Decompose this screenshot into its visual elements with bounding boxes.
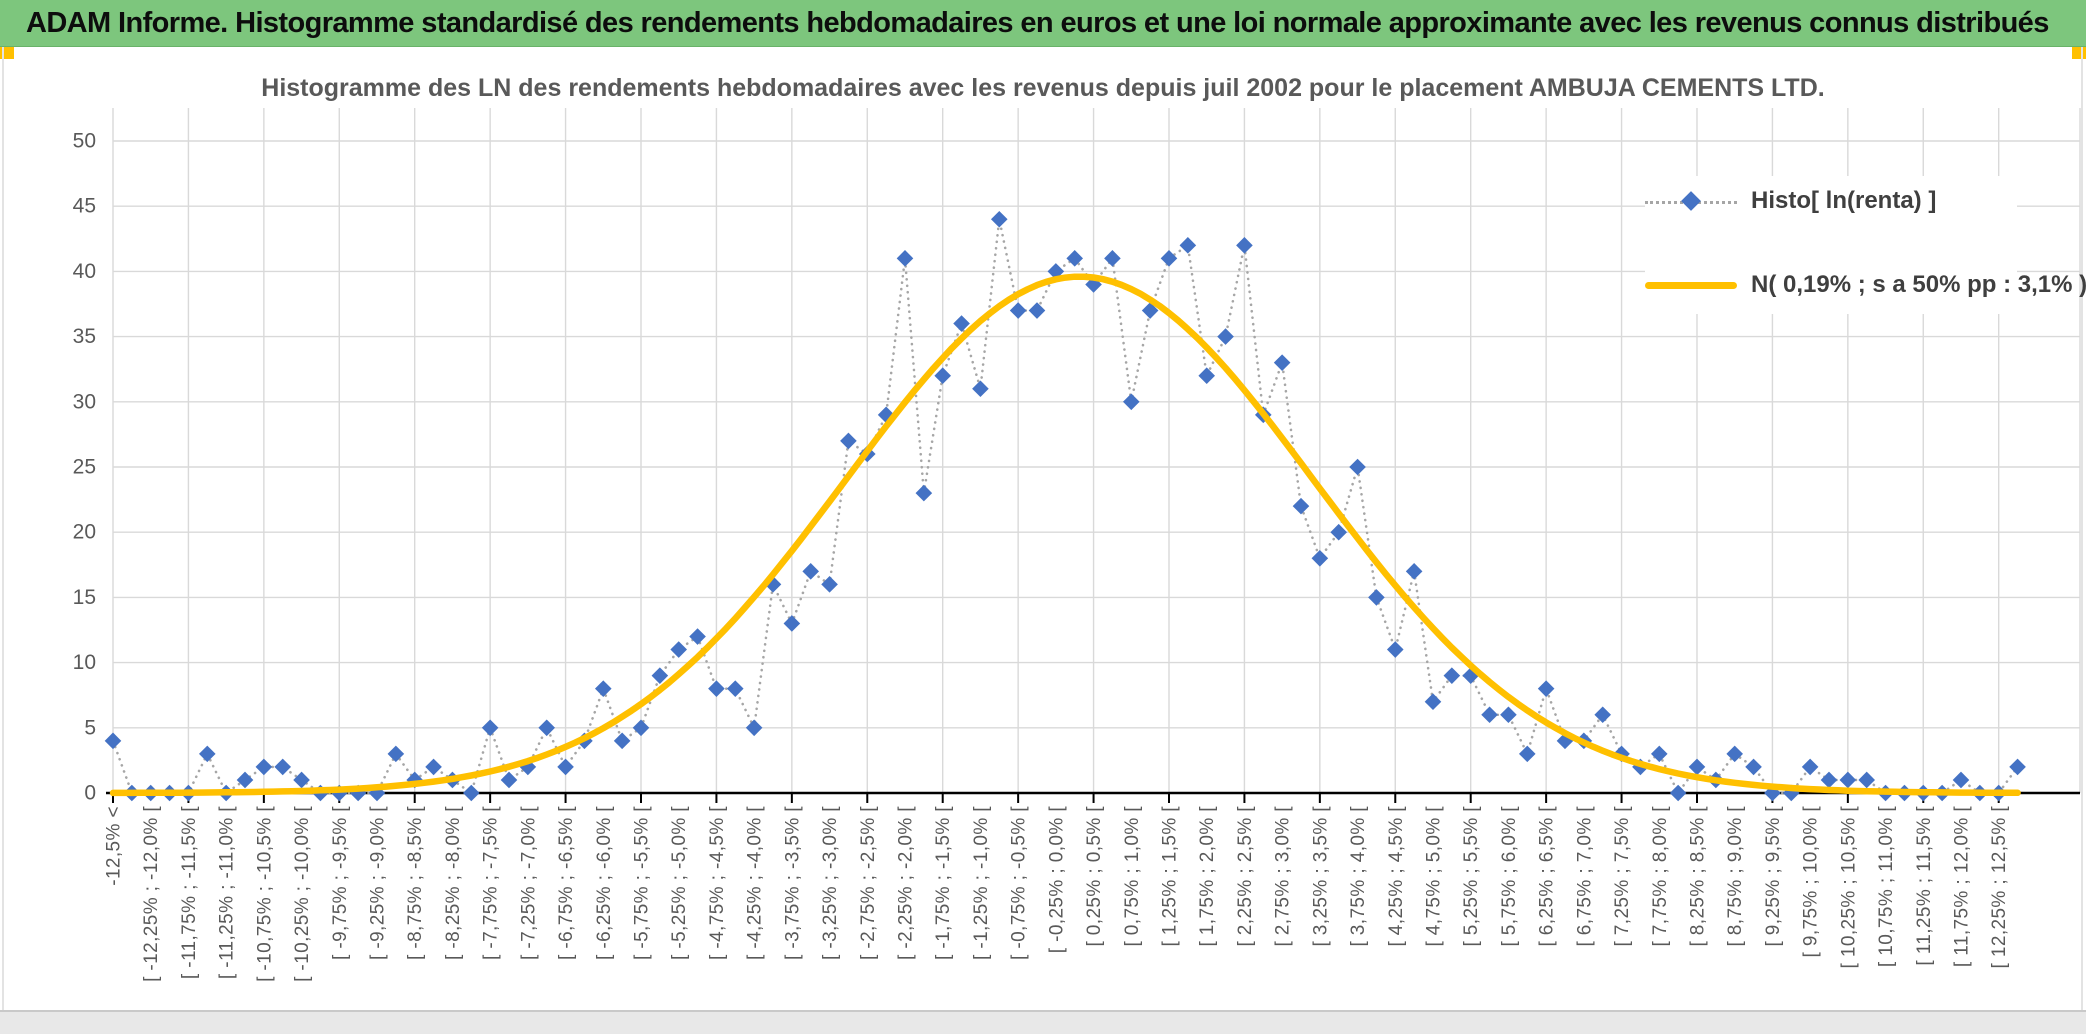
svg-text:-12,5% <: -12,5% <: [104, 806, 125, 886]
svg-text:[ 1,25% ; 1,5% [: [ 1,25% ; 1,5% [: [1159, 806, 1180, 947]
svg-text:[ 11,75% ; 12,0% [: [ 11,75% ; 12,0% [: [1951, 806, 1972, 967]
svg-text:[ -12,25% ; -12,0% [: [ -12,25% ; -12,0% [: [141, 806, 162, 982]
svg-text:[ 0,75% ; 1,0% [: [ 0,75% ; 1,0% [: [1122, 806, 1143, 947]
svg-text:[ -3,75% ; -3,5% [: [ -3,75% ; -3,5% [: [782, 806, 803, 960]
svg-text:[ -11,75% ; -11,5% [: [ -11,75% ; -11,5% [: [179, 806, 200, 979]
svg-text:[ 7,75% ; 8,0% [: [ 7,75% ; 8,0% [: [1650, 806, 1671, 947]
chart-border-right: [2081, 47, 2083, 1010]
svg-text:[ 3,75% ; 4,0% [: [ 3,75% ; 4,0% [: [1348, 806, 1369, 947]
plot-gridlines: [112, 108, 2081, 793]
svg-text:[ -0,75% ; -0,5% [: [ -0,75% ; -0,5% [: [1009, 806, 1030, 960]
svg-text:45: 45: [73, 195, 96, 218]
svg-text:[ -2,75% ; -2,5% [: [ -2,75% ; -2,5% [: [858, 806, 879, 960]
sheet-bottom-strip: [0, 1010, 2086, 1034]
svg-text:[ -5,75% ; -5,5% [: [ -5,75% ; -5,5% [: [631, 806, 652, 960]
legend-label-normal: N( 0,19% ; s a 50% pp : 3,1% ): [1751, 271, 2086, 298]
normal-curve-marker-icon: [1645, 281, 1737, 289]
svg-text:[ 4,75% ; 5,0% [: [ 4,75% ; 5,0% [: [1423, 806, 1444, 947]
svg-text:[ 1,75% ; 2,0% [: [ 1,75% ; 2,0% [: [1197, 806, 1218, 947]
x-axis-labels: -12,5% < [ -12,25% ; -12,0% [ [ -11,75% ; …: [104, 806, 2011, 982]
svg-text:[ -4,75% ; -4,5% [: [ -4,75% ; -4,5% [: [707, 806, 728, 960]
svg-text:[ -6,25% ; -6,0% [: [ -6,25% ; -6,0% [: [594, 806, 615, 960]
report-header-bar: ADAM Informe. Histogramme standardisé de…: [0, 0, 2086, 47]
svg-text:[ 3,25% ; 3,5% [: [ 3,25% ; 3,5% [: [1310, 806, 1331, 947]
svg-text:[ 8,75% ; 9,0% [: [ 8,75% ; 9,0% [: [1725, 806, 1746, 947]
svg-text:0: 0: [84, 782, 96, 805]
svg-text:[ 4,25% ; 4,5% [: [ 4,25% ; 4,5% [: [1386, 806, 1407, 947]
svg-text:[ -9,75% ; -9,5% [: [ -9,75% ; -9,5% [: [330, 806, 351, 960]
legend-item-normal: N( 0,19% ; s a 50% pp : 3,1% ): [1645, 262, 2086, 308]
svg-text:[ -3,25% ; -3,0% [: [ -3,25% ; -3,0% [: [820, 806, 841, 960]
svg-text:[ 10,75% ; 11,0% [: [ 10,75% ; 11,0% [: [1876, 806, 1897, 967]
svg-text:[ 5,25% ; 5,5% [: [ 5,25% ; 5,5% [: [1461, 806, 1482, 947]
histo-series-marker-icon: [1645, 191, 1737, 211]
svg-text:[ 6,25% ; 6,5% [: [ 6,25% ; 6,5% [: [1537, 806, 1558, 947]
svg-text:[ 0,25% ; 0,5% [: [ 0,25% ; 0,5% [: [1084, 806, 1105, 947]
svg-text:[ -7,25% ; -7,0% [: [ -7,25% ; -7,0% [: [518, 806, 539, 960]
svg-text:20: 20: [73, 521, 96, 544]
svg-text:[ 9,75% ; 10,0% [: [ 9,75% ; 10,0% [: [1801, 806, 1822, 958]
svg-text:[ 2,25% ; 2,5% [: [ 2,25% ; 2,5% [: [1235, 806, 1256, 947]
svg-text:[ -7,75% ; -7,5% [: [ -7,75% ; -7,5% [: [481, 806, 502, 960]
chart-legend: Histo[ ln(renta) ] N( 0,19% ; s a 50% pp…: [1645, 176, 2086, 314]
legend-label-histo: Histo[ ln(renta) ]: [1751, 187, 1937, 214]
svg-text:10: 10: [73, 651, 96, 674]
chart-title: Histogramme des LN des rendements hebdom…: [261, 74, 1825, 102]
svg-text:40: 40: [73, 260, 96, 283]
y-axis-labels: 0 5 10 15 20 25 30 35 40 45 50: [73, 130, 96, 805]
svg-text:[ -1,25% ; -1,0% [: [ -1,25% ; -1,0% [: [971, 806, 992, 960]
svg-text:30: 30: [73, 390, 96, 413]
svg-text:[ -8,75% ; -8,5% [: [ -8,75% ; -8,5% [: [405, 806, 426, 960]
svg-text:[ -10,25% ; -10,0% [: [ -10,25% ; -10,0% [: [292, 806, 313, 982]
legend-item-histo: Histo[ ln(renta) ]: [1645, 178, 2017, 224]
normal-curve: [109, 273, 2021, 797]
svg-text:[ 10,25% ; 10,5% [: [ 10,25% ; 10,5% [: [1838, 806, 1859, 969]
svg-text:25: 25: [73, 456, 96, 479]
svg-text:[ -4,25% ; -4,0% [: [ -4,25% ; -4,0% [: [745, 806, 766, 960]
svg-text:[ -1,75% ; -1,5% [: [ -1,75% ; -1,5% [: [933, 806, 954, 960]
svg-text:5: 5: [84, 716, 96, 739]
svg-text:[ -9,25% ; -9,0% [: [ -9,25% ; -9,0% [: [367, 806, 388, 960]
svg-text:50: 50: [73, 130, 96, 153]
svg-text:[ -10,75% ; -10,5% [: [ -10,75% ; -10,5% [: [254, 806, 275, 982]
svg-text:[ 11,25% ; 11,5% [: [ 11,25% ; 11,5% [: [1914, 806, 1935, 966]
accent-corner-right: [2072, 47, 2086, 59]
svg-text:35: 35: [73, 325, 96, 348]
svg-text:[ 2,75% ; 3,0% [: [ 2,75% ; 3,0% [: [1273, 806, 1294, 947]
svg-text:[ 6,75% ; 7,0% [: [ 6,75% ; 7,0% [: [1574, 806, 1595, 947]
svg-text:[ -6,75% ; -6,5% [: [ -6,75% ; -6,5% [: [556, 806, 577, 960]
svg-text:[ -2,25% ; -2,0% [: [ -2,25% ; -2,0% [: [895, 806, 916, 960]
svg-text:[ -11,25% ; -11,0% [: [ -11,25% ; -11,0% [: [217, 806, 238, 979]
svg-text:[ 7,25% ; 7,5% [: [ 7,25% ; 7,5% [: [1612, 806, 1633, 947]
chart-border-left: [2, 47, 4, 1010]
x-axis: [106, 791, 2080, 803]
svg-text:[ 12,25% ; 12,5% [: [ 12,25% ; 12,5% [: [1989, 806, 2010, 969]
svg-text:[ -8,25% ; -8,0% [: [ -8,25% ; -8,0% [: [443, 806, 464, 960]
svg-text:15: 15: [73, 586, 96, 609]
svg-text:[ 5,75% ; 6,0% [: [ 5,75% ; 6,0% [: [1499, 806, 1520, 947]
svg-text:[ -5,25% ; -5,0% [: [ -5,25% ; -5,0% [: [669, 806, 690, 960]
report-header-title: ADAM Informe. Histogramme standardisé de…: [26, 6, 2049, 39]
svg-text:[ 9,25% ; 9,5% [: [ 9,25% ; 9,5% [: [1763, 806, 1784, 947]
svg-text:[ 8,25% ; 8,5% [: [ 8,25% ; 8,5% [: [1687, 806, 1708, 947]
svg-text:[ -0,25% ; 0,0% [: [ -0,25% ; 0,0% [: [1046, 806, 1067, 954]
histo-series-points: [104, 210, 2026, 802]
